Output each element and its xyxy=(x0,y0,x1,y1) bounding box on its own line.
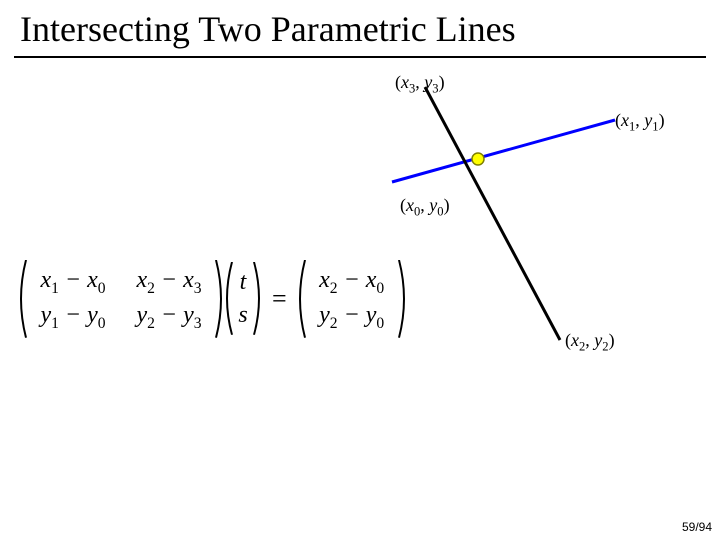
ts-r2: s xyxy=(234,299,252,331)
page-number: 59/94 xyxy=(682,520,712,534)
A-r2c2: y2 − y3 xyxy=(124,299,214,334)
A-r1c2: x2 − x3 xyxy=(124,264,214,299)
ts-r1: t xyxy=(234,266,252,298)
B-r2: y2 − y0 xyxy=(307,299,397,334)
A-r2c1: y1 − y0 xyxy=(28,299,118,334)
line-blue xyxy=(392,120,615,182)
label-p2: (x2, y2) xyxy=(565,330,615,355)
A-r1c1: x1 − x0 xyxy=(28,264,118,299)
intersection-point xyxy=(472,153,484,165)
equals-sign: = xyxy=(262,284,297,314)
label-p0: (x0, y0) xyxy=(400,195,450,220)
slide: Intersecting Two Parametric Lines (x3, y… xyxy=(0,0,720,540)
label-p1: (x1, y1) xyxy=(615,110,665,135)
vector-B: x2 − x0 y2 − y0 xyxy=(297,260,407,338)
paren-right-icon xyxy=(252,262,264,335)
paren-left-icon xyxy=(222,262,234,335)
matrix-A: x1 − x0 x2 − x3 y1 − y0 y2 − y3 xyxy=(18,260,224,338)
B-r1: x2 − x0 xyxy=(307,264,397,299)
label-p3: (x3, y3) xyxy=(395,72,445,97)
vector-ts: t s xyxy=(224,262,262,335)
paren-right-icon xyxy=(397,260,409,338)
paren-left-icon xyxy=(16,260,28,338)
paren-left-icon xyxy=(295,260,307,338)
matrix-equation: x1 − x0 x2 − x3 y1 − y0 y2 − y3 t s = x2… xyxy=(18,260,407,338)
